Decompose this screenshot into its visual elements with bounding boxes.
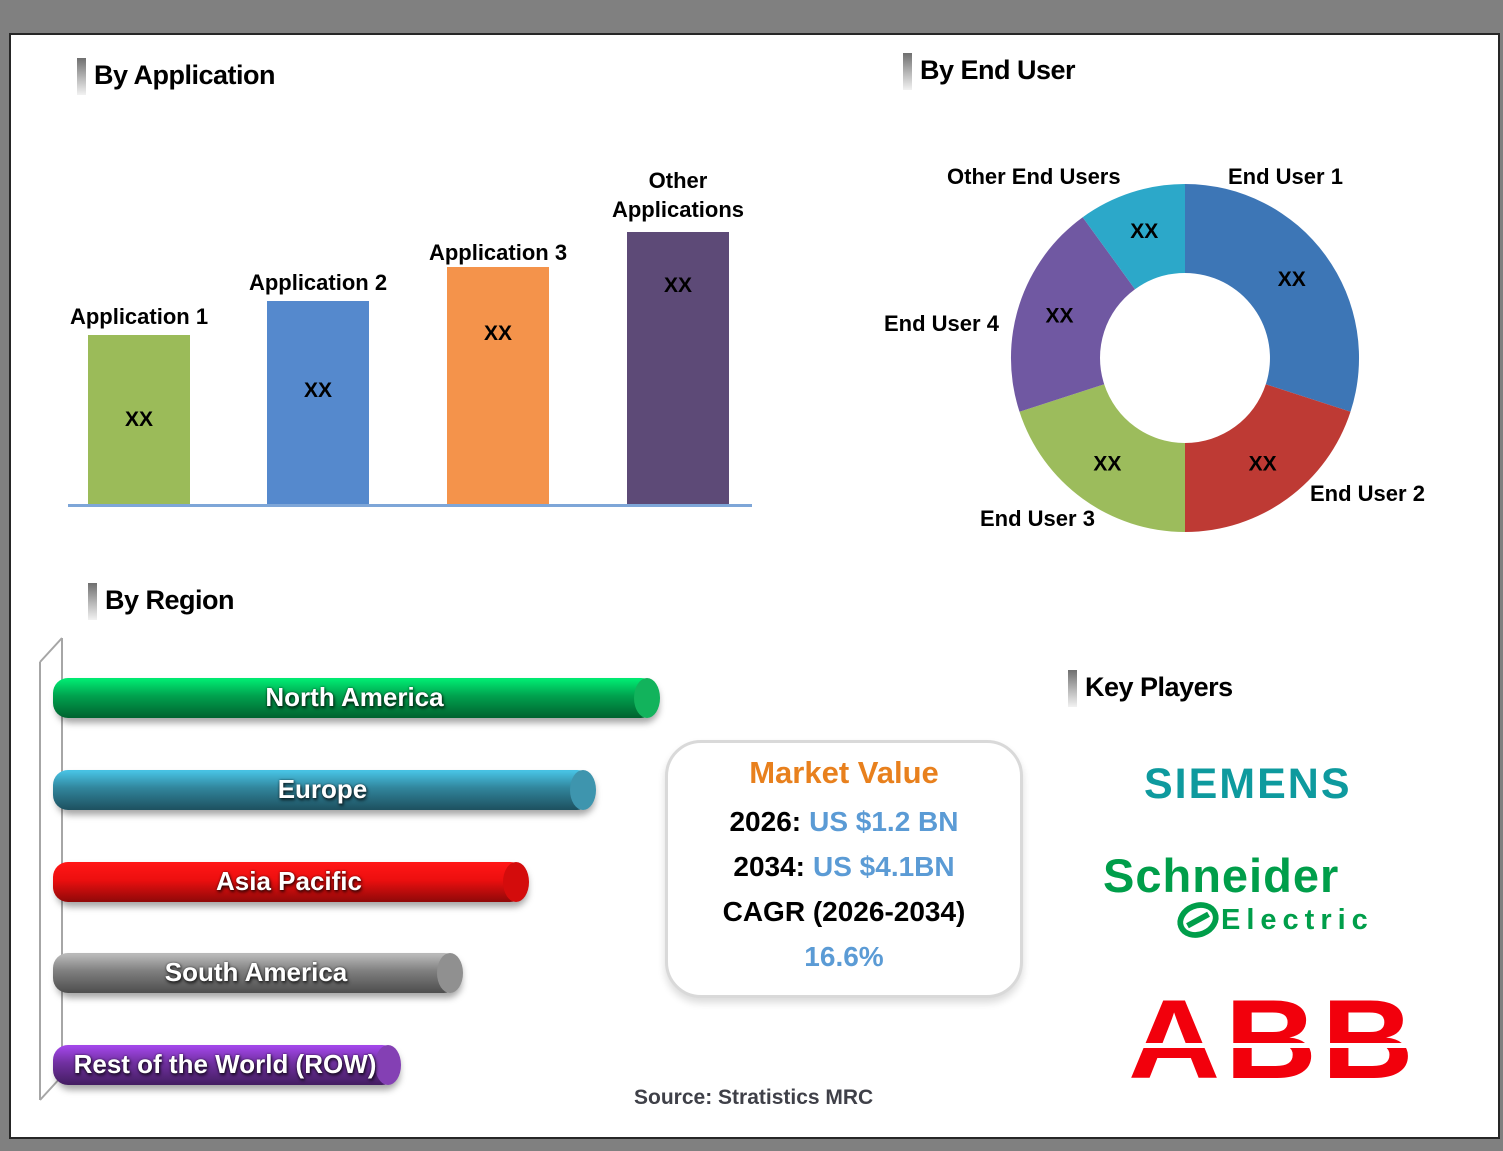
- section-title: By Region: [105, 585, 235, 615]
- schneider-emblem-icon: [1177, 902, 1219, 938]
- section-header-key-players: Key Players: [1068, 670, 1233, 707]
- section-header-by-region: By Region: [88, 583, 235, 620]
- header-accent-bar: [88, 583, 97, 620]
- value-2034: US $4.1BN: [813, 851, 955, 882]
- schneider-electric-label: Electric: [1221, 903, 1374, 936]
- header-accent-bar: [77, 58, 86, 95]
- abb-stripe: [1128, 1043, 1426, 1048]
- year-label: 2026:: [729, 806, 802, 837]
- market-value-2034-row: 2034: US $4.1BN: [733, 844, 954, 889]
- donut-data-label-xx: XX: [1249, 452, 1277, 475]
- end-user-donut-chart: XX XX XX XX XX: [1010, 183, 1360, 532]
- donut-segment-end-user-4: [1010, 217, 1135, 412]
- section-title: By End User: [920, 55, 1076, 85]
- abb-wordmark: ABB: [1128, 977, 1419, 1102]
- cagr-label: CAGR (2026-2034): [722, 896, 966, 927]
- year-label: 2034:: [733, 851, 805, 882]
- value-2026: US $1.2 BN: [809, 806, 959, 837]
- donut-segment-other-end-users: [1082, 183, 1185, 290]
- section-header-by-application: By Application: [77, 58, 276, 95]
- section-title: By Application: [94, 60, 276, 90]
- market-value-2026-row: 2026: US $1.2 BN: [729, 799, 958, 844]
- region-axis-wall: [39, 637, 63, 1101]
- donut-segment-end-user-1: [1185, 184, 1360, 412]
- section-header-by-end-user: By End User: [903, 53, 1076, 90]
- schneider-logo: Schneider Electric: [1103, 851, 1374, 943]
- donut-data-label-xx: XX: [1045, 305, 1073, 328]
- cagr-value: 16.6%: [804, 941, 884, 972]
- section-title: Key Players: [1085, 672, 1233, 702]
- schneider-wordmark: Schneider: [1103, 849, 1340, 902]
- donut-data-label-xx: XX: [1093, 452, 1121, 475]
- header-accent-bar: [903, 53, 912, 90]
- donut-segment-end-user-2: [1185, 384, 1351, 532]
- donut-data-label-xx: XX: [1130, 220, 1158, 243]
- market-value-title: Market Value: [749, 755, 939, 790]
- source-note: Source: Stratistics MRC: [634, 1086, 874, 1109]
- market-value-box: Market Value 2026: US $1.2 BN 2034: US $4.…: [665, 740, 1023, 998]
- donut-segment-end-user-3: [1019, 384, 1185, 532]
- siemens-logo: SIEMENS: [1144, 760, 1352, 808]
- abb-logo: ABB: [1128, 981, 1426, 1099]
- donut-data-label-xx: XX: [1278, 268, 1306, 291]
- header-accent-bar: [1068, 670, 1077, 707]
